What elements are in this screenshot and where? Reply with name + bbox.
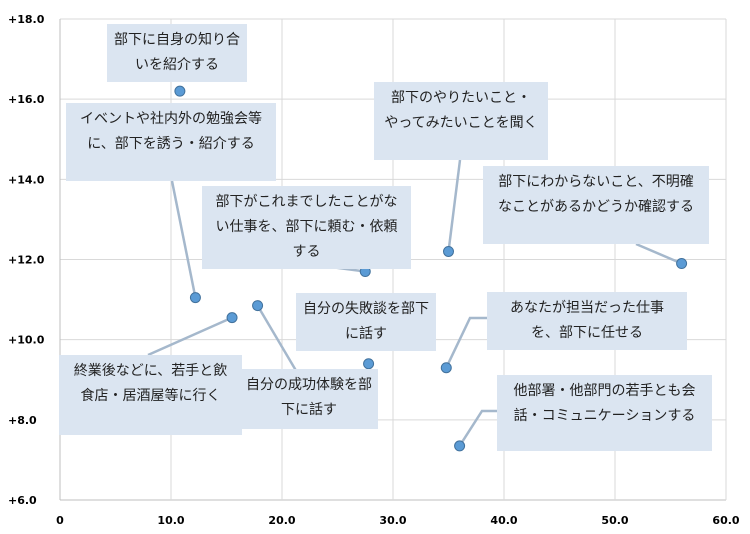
x-tick-label: 0 xyxy=(56,514,64,527)
data-points xyxy=(174,85,688,452)
leader-line xyxy=(458,409,497,447)
y-tick-label: +12.0 xyxy=(8,254,45,267)
y-tick-label: +14.0 xyxy=(8,173,45,186)
y-tick-label: +16.0 xyxy=(8,93,45,106)
data-label: 終業後などに、若手と飲 食店・居酒屋等に行く xyxy=(59,355,242,435)
data-point xyxy=(189,292,201,304)
data-label: 他部署・他部門の若手とも会 話・コミュニケーションする xyxy=(497,375,712,451)
data-point xyxy=(363,358,375,370)
data-label: 部下のやりたいこと・ やってみたいことを聞く xyxy=(374,82,548,160)
leader-line xyxy=(256,304,300,375)
x-tick-label: 50.0 xyxy=(601,514,628,527)
y-tick-label: +6.0 xyxy=(8,494,37,507)
data-label: 部下に自身の知り合 いを紹介する xyxy=(107,24,247,82)
data-point xyxy=(440,362,452,374)
x-tick-label: 10.0 xyxy=(157,514,184,527)
leader-line xyxy=(170,180,197,298)
data-label: 自分の成功体験を部 下に話す xyxy=(240,369,378,429)
data-point xyxy=(676,258,688,270)
x-tick-label: 30.0 xyxy=(379,514,406,527)
x-tick-label: 60.0 xyxy=(712,514,739,527)
data-point xyxy=(443,245,454,257)
y-tick-label: +18.0 xyxy=(8,13,45,26)
data-point xyxy=(454,440,466,452)
data-label: 部下がこれまでしたことがな い仕事を、部下に頼む・依頼 する xyxy=(202,186,411,269)
data-point xyxy=(252,300,264,312)
tick-labels: +6.0 +8.0 +10.0 +12.0 +14.0 +16.0 +18.0 0 10.0 20… xyxy=(8,13,740,527)
y-tick-label: +8.0 xyxy=(8,414,37,427)
x-tick-label: 40.0 xyxy=(490,514,517,527)
leader-line xyxy=(445,316,487,369)
data-point xyxy=(226,312,238,324)
data-label: 自分の失敗談を部下 に話す xyxy=(296,293,436,351)
leader-line xyxy=(447,159,462,252)
x-tick-label: 20.0 xyxy=(268,514,295,527)
leader-line xyxy=(635,242,683,265)
data-label: あなたが担当だった仕事 を、部下に任せる xyxy=(487,292,687,350)
data-label: イベントや社内外の勉強会等 に、部下を誘う・紹介する xyxy=(66,103,276,181)
leader-line xyxy=(147,316,233,357)
leader-lines xyxy=(147,159,683,447)
data-label: 部下にわからないこと、不明確 なことがあるかどうか確認する xyxy=(483,166,709,244)
data-point xyxy=(174,85,186,97)
y-tick-label: +10.0 xyxy=(8,334,45,347)
